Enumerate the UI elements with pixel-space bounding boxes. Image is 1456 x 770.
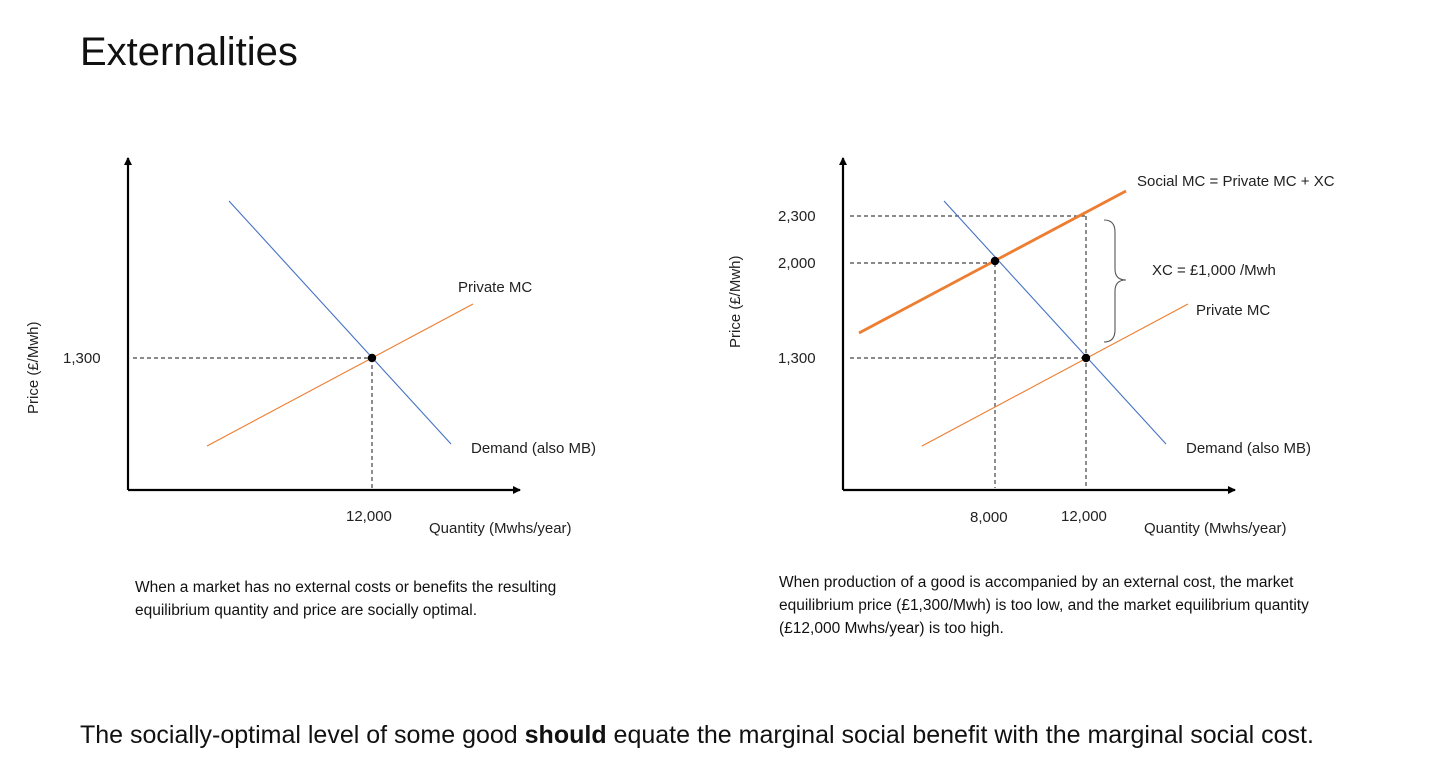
chart-1-caption: When a market has no external costs or b…: [135, 579, 557, 619]
chart-1-private-mc-line: [206, 303, 474, 447]
chart-2-demand-line: [943, 200, 1167, 445]
chart-2-private-mc-label: Private MC: [1196, 302, 1270, 319]
chart-1-equilibrium-point: [367, 353, 377, 363]
chart-2-y-axis-label: Price (£/Mwh): [727, 255, 744, 348]
chart-2-demand-label: Demand (also MB): [1186, 440, 1311, 457]
chart-1-private-mc-label: Private MC: [458, 279, 532, 296]
slide-title: Externalities: [80, 30, 298, 74]
chart-2-caption: When production of a good is accompanied…: [779, 574, 1309, 637]
chart-2-xc-label: XC = £1,000 /Mwh: [1152, 262, 1276, 279]
chart-2-xc-bracket: [1103, 219, 1127, 343]
slide-footer: The socially-optimal level of some good …: [80, 721, 1314, 750]
chart-2-social-mc-label: Social MC = Private MC + XC: [1137, 173, 1335, 190]
footer-text-start: The socially-optimal level of some good: [80, 721, 525, 749]
chart-2-x-axis-label: Quantity (Mwhs/year): [1144, 520, 1287, 537]
chart-1-y-axis-label: Price (£/Mwh): [25, 321, 42, 414]
chart-1-x-axis-label: Quantity (Mwhs/year): [429, 520, 572, 537]
chart-2-price-tick-1300: 1,300: [778, 350, 816, 367]
chart-2-social-optimum-point: [990, 256, 1000, 266]
chart-1-demand-label: Demand (also MB): [471, 440, 596, 457]
chart-2-quantity-tick-12000: 12,000: [1061, 508, 1107, 525]
chart-2-private-mc-line: [921, 303, 1189, 447]
chart-2: 2,300 2,000 1,300 8,000 12,000 Social MC…: [727, 157, 1335, 537]
chart-2-price-tick-2000: 2,000: [778, 255, 816, 272]
chart-2-quantity-tick-8000: 8,000: [970, 509, 1008, 526]
footer-text-emphasis: should: [524, 721, 607, 749]
chart-1: 1,300 12,000 Private MC Demand (also MB)…: [25, 157, 596, 537]
footer-text-end: equate the marginal social benefit with …: [606, 721, 1314, 749]
chart-1-quantity-tick: 12,000: [346, 508, 392, 525]
chart-1-demand-line: [228, 200, 452, 445]
chart-2-price-tick-2300: 2,300: [778, 208, 816, 225]
chart-2-market-equilibrium-point: [1081, 353, 1091, 363]
chart-1-price-tick: 1,300: [63, 350, 101, 367]
